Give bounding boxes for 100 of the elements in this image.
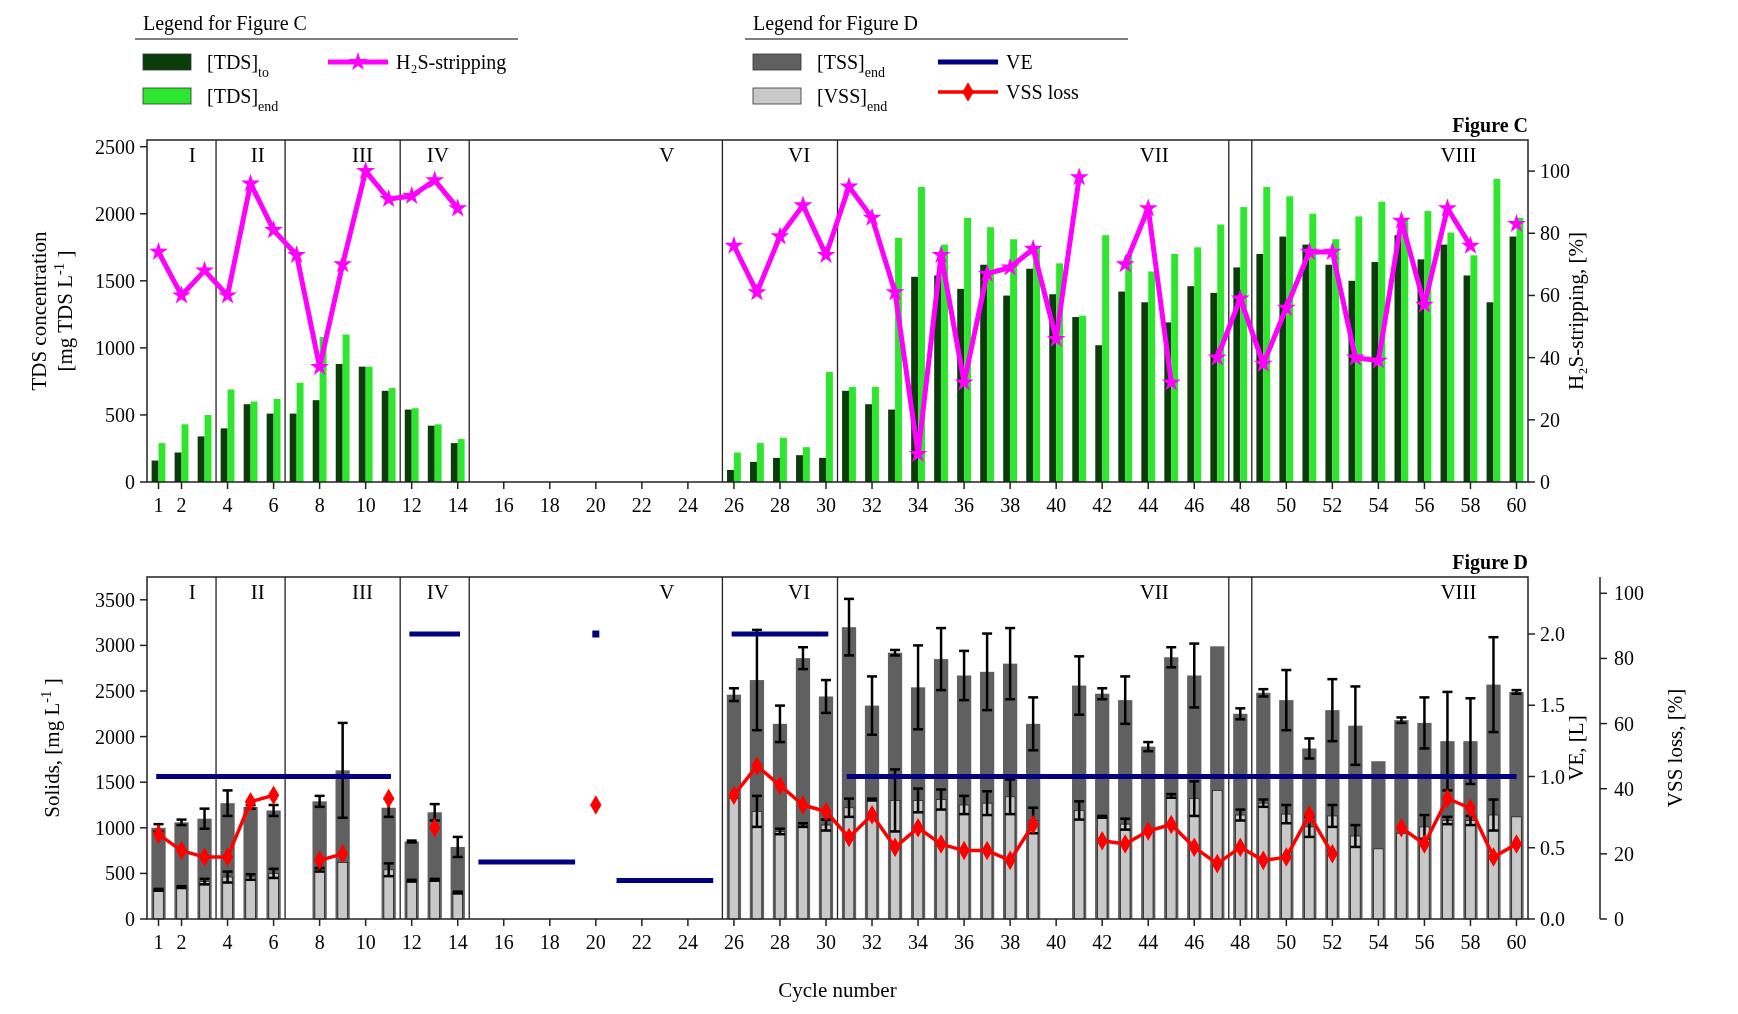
- annotation: VI: [788, 143, 811, 167]
- y2-tick-label: 0.5: [1540, 836, 1565, 859]
- x-tick-label: 10: [355, 931, 376, 953]
- x-tick-label: 22: [631, 931, 652, 953]
- x-tick-label: 48: [1230, 494, 1251, 516]
- point: [931, 245, 951, 264]
- bar: [289, 413, 297, 482]
- x-tick-label: 32: [862, 494, 883, 516]
- point: [1069, 167, 1089, 186]
- bar: [1286, 196, 1294, 482]
- bar: [404, 409, 412, 482]
- bar: [1516, 217, 1524, 482]
- y2-tick-label: 100: [1540, 160, 1570, 183]
- bar: [457, 439, 465, 482]
- bar: [365, 366, 373, 482]
- bar: [849, 386, 856, 482]
- x-tick-label: 48: [1230, 931, 1251, 953]
- x-tick-label: 18: [539, 494, 560, 516]
- annotation: I: [188, 143, 196, 167]
- bar: [266, 413, 274, 482]
- x-tick-label: 46: [1184, 931, 1205, 953]
- bar: [1010, 239, 1018, 482]
- bar: [358, 366, 366, 482]
- point: [1507, 214, 1526, 232]
- y2-tick-label: 20: [1540, 408, 1560, 431]
- bar: [1171, 254, 1179, 482]
- y2-tick-label: 0: [1540, 471, 1550, 493]
- annotation: VII: [1139, 143, 1169, 167]
- annotation: III: [351, 580, 373, 604]
- y2-axis-title: H₂S-stripping, [%]: [1564, 232, 1588, 390]
- y3-tick-label: 60: [1614, 712, 1634, 735]
- bar: [1332, 239, 1340, 482]
- y3-axis-title: VSS loss, [%]: [1663, 688, 1687, 808]
- bar: [1003, 295, 1011, 482]
- bar: [1187, 286, 1195, 482]
- point: [1322, 242, 1342, 260]
- legend-label: [TDS]$_{end}$: [207, 85, 279, 114]
- y-tick-label: 3000: [95, 634, 135, 657]
- y2-tick-label: 1.0: [1540, 765, 1565, 788]
- bar: [427, 425, 435, 482]
- bar: [1118, 291, 1126, 482]
- annotation: VIII: [1440, 143, 1477, 167]
- y2-tick-label: 80: [1540, 222, 1560, 245]
- x-tick-label: 60: [1506, 494, 1527, 516]
- bar: [1194, 247, 1202, 482]
- y-tick-label: 2000: [95, 725, 135, 748]
- annotation: IV: [426, 143, 449, 167]
- bar: [1240, 207, 1248, 482]
- bar: [1210, 292, 1218, 482]
- point: [1368, 350, 1388, 369]
- x-tick-label: 26: [723, 494, 744, 516]
- y-tick-label: 1500: [95, 269, 135, 292]
- legend-title: Legend for Figure D: [753, 12, 918, 35]
- bar: [1279, 236, 1287, 482]
- chart-title: Figure C: [1452, 114, 1528, 137]
- annotation: I: [188, 580, 196, 604]
- x-tick-label: 40: [1046, 494, 1067, 516]
- bar: [1026, 268, 1034, 482]
- y-tick-label: 0: [125, 908, 135, 930]
- bar: [312, 400, 320, 482]
- y-tick-label: 2500: [95, 680, 135, 702]
- point: [425, 170, 445, 189]
- annotation: IV: [426, 580, 449, 604]
- point: [1461, 235, 1480, 254]
- bar: [1141, 302, 1149, 482]
- bar: [1309, 213, 1317, 482]
- y2-axis-title: VE, [L]: [1564, 715, 1588, 781]
- bar: [1102, 235, 1110, 482]
- bar: [987, 227, 995, 482]
- y3-tick-label: 0: [1614, 908, 1624, 930]
- bar: [1233, 267, 1241, 482]
- annotation: VII: [1139, 580, 1169, 604]
- bar: [1302, 244, 1310, 482]
- point: [747, 282, 767, 301]
- x-tick-label: 42: [1092, 931, 1113, 953]
- legend-title: Legend for Figure C: [143, 12, 307, 35]
- x-tick-label: 56: [1414, 931, 1435, 953]
- y2-tick-label: 40: [1540, 346, 1560, 369]
- x-tick-label: 36: [954, 494, 975, 516]
- point: [1161, 372, 1181, 391]
- y3-tick-label: 80: [1614, 647, 1634, 670]
- x-tick-label: 1: [153, 931, 164, 953]
- x-tick-label: 60: [1506, 931, 1527, 953]
- point: [816, 245, 836, 264]
- bar: [779, 437, 787, 482]
- x-tick-label: 54: [1368, 931, 1389, 953]
- x-tick-label: 26: [723, 931, 744, 953]
- bar: [174, 452, 182, 482]
- point: [333, 254, 353, 273]
- point: [1253, 353, 1273, 372]
- point: [885, 282, 905, 301]
- bar: [796, 455, 803, 482]
- x-tick-label: 20: [585, 494, 606, 516]
- y3-tick-label: 20: [1614, 842, 1634, 865]
- y-tick-label: 500: [105, 862, 135, 885]
- point: [356, 161, 376, 180]
- bar: [381, 390, 389, 482]
- point: [839, 176, 859, 195]
- bar: [1447, 232, 1455, 482]
- bar: [1401, 217, 1409, 482]
